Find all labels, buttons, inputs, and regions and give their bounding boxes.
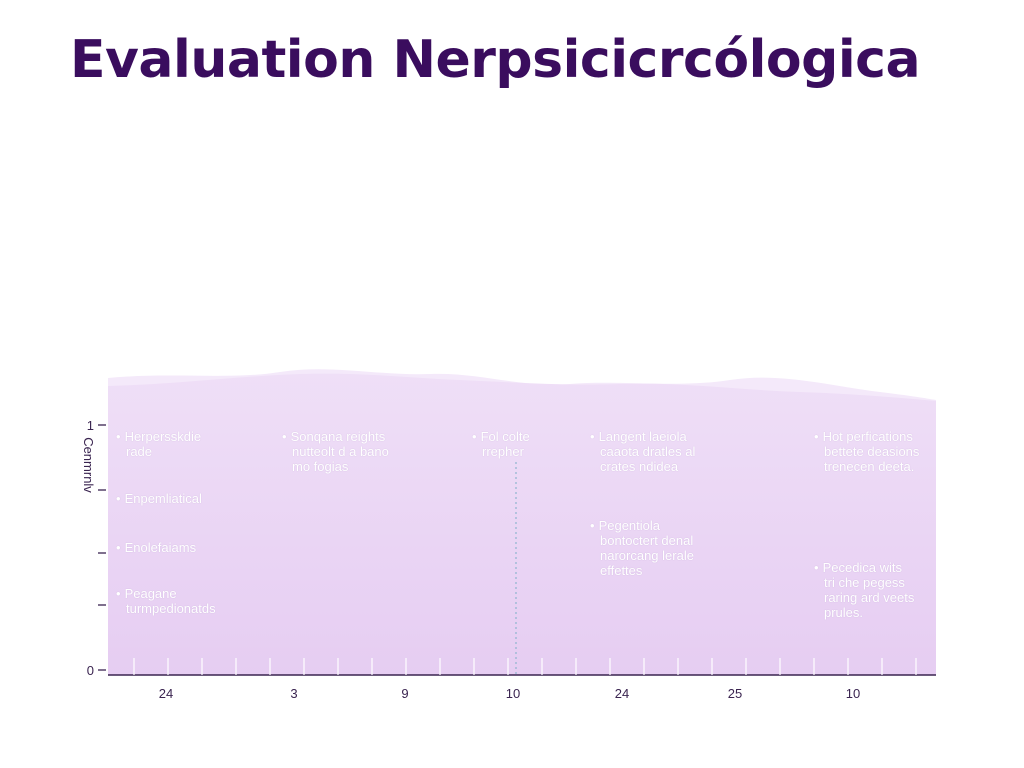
annotation-note: • Pegentiola bontoctert denal narorcang ler… [590, 518, 694, 578]
annotation-line: • Enpemliatical [116, 491, 202, 506]
annotation-text: bontoctert denal [600, 533, 694, 548]
area-fill [108, 373, 936, 675]
annotation-note: • Enpemliatical [116, 491, 202, 506]
annotation-line: • Langent laeiola [590, 429, 695, 444]
annotation-text: Pegentiola [598, 518, 661, 533]
annotation-text: Pecedica wits [822, 560, 903, 575]
annotation-text: mo fogias [292, 459, 349, 474]
y-tick-label: 1 [87, 418, 94, 433]
annotation-line: • Sonqana reights [282, 429, 389, 444]
annotation-line: turmpedionatds [116, 601, 216, 616]
annotation-note: • Hot perfications bettete deasions trenece… [814, 429, 919, 474]
annotation-note: • Herpersskdie rade [116, 429, 201, 459]
bullet-icon: • [814, 560, 819, 575]
x-tick-label: 9 [401, 686, 408, 701]
annotation-text: crates ndidea [600, 459, 679, 474]
x-tick-label: 3 [290, 686, 297, 701]
x-tick-label: 24 [615, 686, 629, 701]
bullet-icon: • [116, 491, 121, 506]
annotation-line: crates ndidea [590, 459, 695, 474]
bullet-icon: • [472, 429, 477, 444]
annotation-note: • Fol colte rrepher [472, 429, 530, 459]
annotation-line: prules. [814, 605, 914, 620]
bullet-icon: • [814, 429, 819, 444]
annotation-text: Sonqana reights [290, 429, 386, 444]
annotation-line: • Hot perfications [814, 429, 919, 444]
bullet-icon: • [590, 429, 595, 444]
annotation-note: • Sonqana reights nutteolt d a bano mo fogi… [282, 429, 389, 474]
annotation-line: raring ard veets [814, 590, 914, 605]
annotation-text: Langent laeiola [598, 429, 687, 444]
annotation-line: nutteolt d a bano [282, 444, 389, 459]
annotation-line: • Enolefaiams [116, 540, 196, 555]
annotation-text: tri che pegess [824, 575, 905, 590]
annotation-text: narorcang lerale [600, 548, 694, 563]
annotation-text: bettete deasions [824, 444, 920, 459]
bullet-icon: • [116, 540, 121, 555]
annotation-line: rrepher [472, 444, 530, 459]
annotation-note: • Peagane turmpedionatds [116, 586, 216, 616]
annotation-text: caaota dratles al [600, 444, 696, 459]
bullet-icon: • [116, 429, 121, 444]
x-tick-label: 25 [728, 686, 742, 701]
annotation-line: trenecen deeta. [814, 459, 919, 474]
annotation-line: rade [116, 444, 201, 459]
annotation-note: • Enolefaiams [116, 540, 196, 555]
annotation-line: bettete deasions [814, 444, 919, 459]
annotation-line: • Pecedica wits [814, 560, 914, 575]
annotation-text: nutteolt d a bano [292, 444, 389, 459]
bullet-icon: • [116, 586, 121, 601]
annotation-line: effettes [590, 563, 694, 578]
annotation-line: • Pegentiola [590, 518, 694, 533]
annotation-line: narorcang lerale [590, 548, 694, 563]
y-tick-label: 0 [87, 663, 94, 678]
annotation-text: raring ard veets [824, 590, 915, 605]
annotation-line: bontoctert denal [590, 533, 694, 548]
x-tick-label: 10 [846, 686, 860, 701]
annotation-line: • Herpersskdie [116, 429, 201, 444]
annotation-text: Herpersskdie [124, 429, 202, 444]
annotation-text: effettes [600, 563, 643, 578]
bullet-icon: • [282, 429, 287, 444]
bullet-icon: • [590, 518, 595, 533]
annotation-text: turmpedionatds [126, 601, 216, 616]
annotation-text: Fol colte [480, 429, 530, 444]
chart-title: Evaluation Nerpsicicrcólogica [70, 30, 921, 90]
annotation-note: • Langent laeiola caaota dratles al crates … [590, 429, 695, 474]
annotation-text: Hot perfications [822, 429, 913, 444]
annotation-text: Enpemliatical [124, 491, 202, 506]
annotation-note: • Pecedica wits tri che pegess raring ard v… [814, 560, 914, 620]
y-axis-label: Cenmrnlv [81, 437, 96, 493]
annotation-line: tri che pegess [814, 575, 914, 590]
area-layer [108, 369, 936, 675]
x-tick-label: 10 [506, 686, 520, 701]
annotation-text: prules. [824, 605, 864, 620]
annotation-line: mo fogias [282, 459, 389, 474]
x-tick-label: 24 [159, 686, 173, 701]
axis-layer [98, 424, 936, 676]
annotation-text: Enolefaiams [124, 540, 197, 555]
annotation-text: trenecen deeta. [824, 459, 915, 474]
annotation-line: • Peagane [116, 586, 216, 601]
annotation-text: Peagane [124, 586, 177, 601]
annotation-line: caaota dratles al [590, 444, 695, 459]
annotation-line: • Fol colte [472, 429, 530, 444]
annotation-text: rrepher [482, 444, 524, 459]
annotation-text: rade [126, 444, 153, 459]
